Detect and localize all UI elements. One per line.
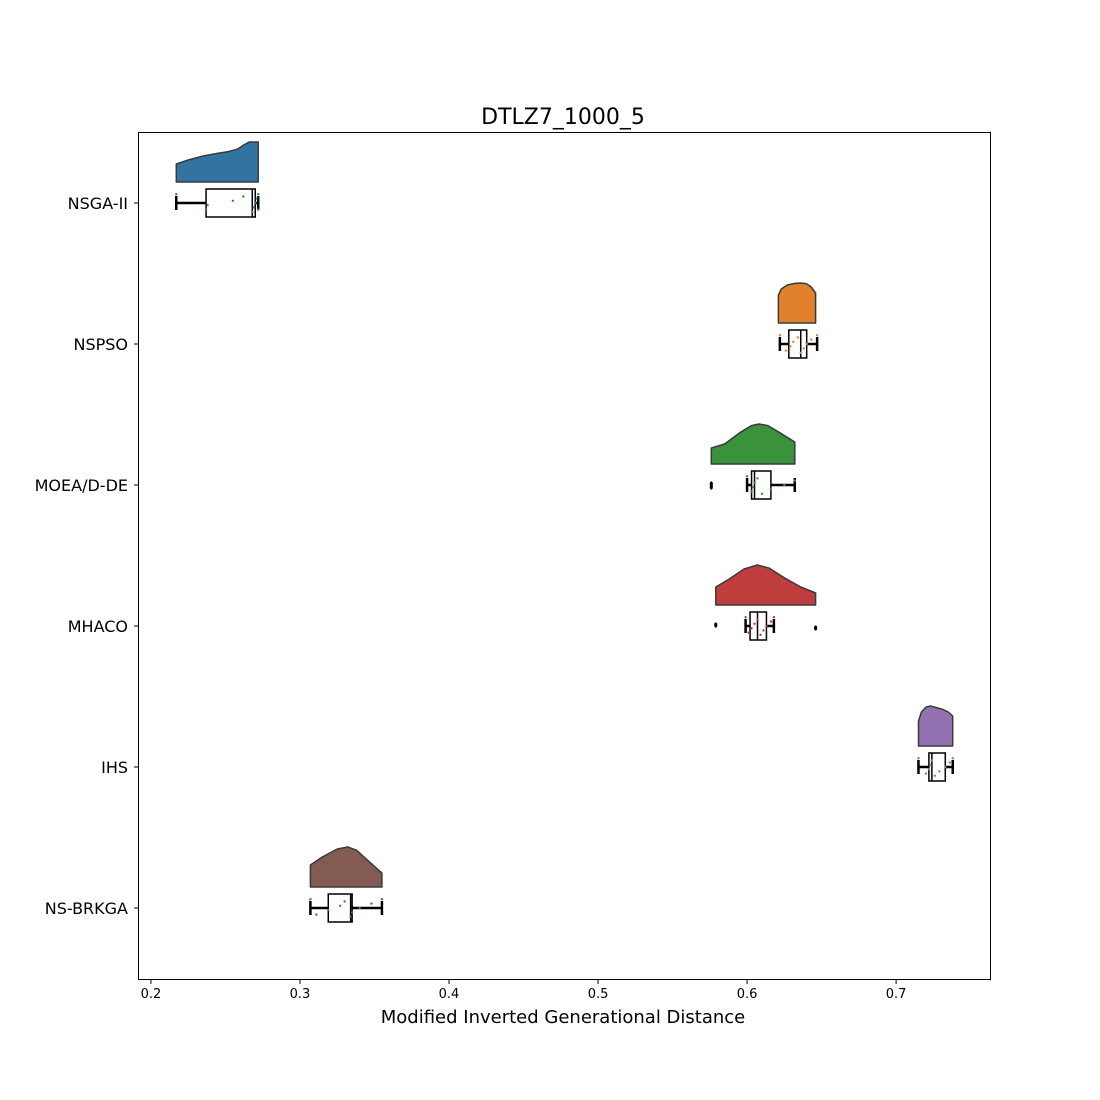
- data-point: [793, 479, 796, 482]
- data-point: [933, 774, 937, 777]
- data-point: [753, 622, 756, 625]
- y-axis: NSGA-II NSPSO MOEA/D-DE MHACO IHS NS-BRKGA: [35, 194, 139, 918]
- data-point: [255, 197, 258, 200]
- data-point: [358, 906, 361, 910]
- data-point: [380, 898, 384, 901]
- x-tick-label: 0.3: [290, 987, 311, 1002]
- data-point: [204, 208, 208, 211]
- data-point: [948, 761, 951, 764]
- x-tick-label: 0.7: [886, 987, 907, 1002]
- outlier-point: [709, 484, 713, 490]
- data-point: [765, 624, 768, 628]
- data-point: [783, 483, 786, 487]
- data-point: [343, 900, 346, 903]
- data-point: [206, 204, 209, 207]
- data-point: [772, 616, 776, 619]
- data-point: [924, 772, 928, 775]
- data-point: [175, 193, 178, 196]
- chart-title: DTLZ7_1000_5: [481, 105, 645, 130]
- data-point: [815, 334, 819, 337]
- data-point: [927, 768, 931, 771]
- y-tick-label: IHS: [101, 758, 128, 777]
- data-point: [257, 193, 260, 196]
- data-point: [254, 201, 257, 205]
- box-iqr: [205, 188, 256, 218]
- plot-area: [175, 141, 954, 923]
- y-tick-label: NS-BRKGA: [45, 899, 128, 918]
- x-axis: 0.2 0.3 0.4 0.5 0.6 0.7: [141, 979, 907, 1002]
- data-point: [944, 765, 947, 769]
- x-axis-label: Modified Inverted Generational Distance: [381, 1007, 746, 1028]
- data-point: [784, 349, 788, 352]
- density-cloud: [715, 564, 817, 606]
- data-point: [242, 195, 245, 198]
- y-tick-label: NSPSO: [73, 335, 128, 354]
- x-tick-label: 0.6: [737, 987, 758, 1002]
- data-point: [753, 481, 756, 484]
- data-point: [769, 620, 773, 623]
- data-point: [350, 911, 354, 914]
- data-point: [778, 334, 782, 337]
- outlier-point: [814, 625, 818, 631]
- box-iqr: [327, 893, 353, 923]
- data-point: [756, 618, 759, 621]
- data-point: [789, 345, 792, 348]
- data-point: [938, 770, 941, 773]
- data-point: [802, 347, 805, 350]
- data-point: [951, 757, 954, 760]
- axes-frame: [138, 132, 991, 980]
- y-tick-label: MHACO: [68, 617, 128, 636]
- data-point: [750, 490, 753, 493]
- density-cloud: [777, 282, 817, 324]
- data-point: [745, 475, 749, 478]
- data-point: [796, 336, 799, 339]
- y-tick-label: MOEA/D-DE: [35, 476, 128, 495]
- data-point: [792, 340, 795, 343]
- data-point: [257, 208, 260, 211]
- x-tick-label: 0.4: [439, 987, 460, 1002]
- data-point: [370, 902, 373, 905]
- data-point: [252, 206, 255, 209]
- data-point: [315, 913, 318, 916]
- data-point: [756, 477, 759, 480]
- data-point: [349, 915, 352, 918]
- density-cloud: [710, 423, 796, 465]
- outlier-point: [714, 622, 718, 628]
- data-point: [805, 342, 808, 346]
- data-point: [231, 199, 235, 202]
- box-iqr: [788, 329, 808, 359]
- density-cloud: [175, 141, 259, 183]
- data-point: [930, 759, 934, 762]
- data-point: [762, 629, 765, 632]
- data-point: [769, 488, 773, 491]
- x-tick-label: 0.5: [588, 987, 609, 1002]
- data-point: [747, 631, 750, 634]
- data-point: [759, 633, 762, 636]
- data-point: [929, 763, 932, 766]
- data-point: [309, 898, 312, 901]
- data-point: [809, 338, 813, 341]
- data-point: [917, 757, 920, 760]
- density-cloud: [309, 846, 383, 888]
- data-point: [251, 210, 254, 213]
- data-point: [751, 486, 755, 489]
- y-tick-label: NSGA-II: [68, 194, 128, 213]
- x-tick-label: 0.2: [141, 987, 162, 1002]
- data-point: [744, 616, 747, 619]
- data-point: [799, 351, 802, 354]
- data-point: [327, 909, 330, 912]
- data-point: [338, 904, 342, 907]
- data-point: [760, 492, 764, 495]
- density-cloud: [917, 705, 954, 747]
- data-point: [750, 627, 753, 630]
